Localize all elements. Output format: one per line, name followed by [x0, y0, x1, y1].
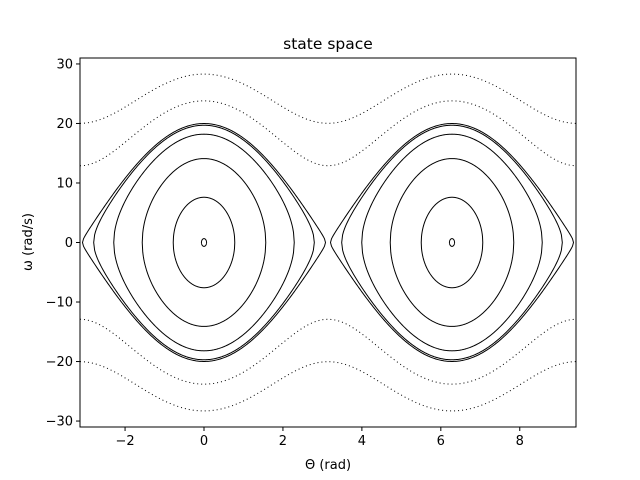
libration-orbit-2-1 [389, 158, 515, 327]
x-tick-label: −2 [115, 434, 134, 449]
chart-title: state space [283, 35, 373, 53]
libration-orbit-3-1 [361, 133, 543, 352]
x-tick-label: 8 [516, 434, 524, 449]
plot-frame [79, 57, 577, 428]
x-tick-label: 2 [279, 434, 287, 449]
y-tick-label: 20 [56, 117, 73, 132]
libration-orbit-0-0 [200, 238, 208, 247]
libration-orbit-5-1 [329, 123, 575, 362]
libration-orbit-4-0 [93, 124, 315, 361]
rotation-orbit-6-1 [79, 318, 577, 385]
y-tick-label: −20 [46, 355, 73, 370]
y-tick-label: 0 [65, 236, 73, 251]
libration-orbit-1-0 [172, 196, 236, 289]
libration-orbit-0-1 [448, 238, 456, 247]
x-axis-ticks: −2 0 2 4 6 8 [115, 427, 524, 449]
libration-orbit-3-0 [113, 133, 295, 352]
libration-orbit-4-1 [341, 124, 563, 361]
libration-orbit-1-1 [420, 196, 484, 289]
rotation-orbit-7-1 [79, 361, 577, 412]
libration-orbit-5-0 [81, 123, 327, 362]
y-tick-label: −10 [46, 296, 73, 311]
trajectory-curves [79, 73, 577, 412]
libration-orbit-2-0 [141, 158, 267, 327]
y-tick-label: −30 [46, 415, 73, 430]
rotation-orbit-7-0 [79, 73, 577, 124]
x-tick-label: 4 [358, 434, 366, 449]
x-tick-label: 0 [200, 434, 208, 449]
y-tick-label: 30 [56, 57, 73, 72]
y-axis-label: ω (rad/s) [21, 213, 36, 271]
y-tick-label: 10 [56, 176, 73, 191]
x-axis-label: Θ (rad) [305, 458, 351, 473]
y-axis-ticks: −30 −20 −10 0 10 20 30 [46, 57, 80, 430]
rotation-orbit-6-0 [79, 100, 577, 167]
x-tick-label: 6 [437, 434, 445, 449]
